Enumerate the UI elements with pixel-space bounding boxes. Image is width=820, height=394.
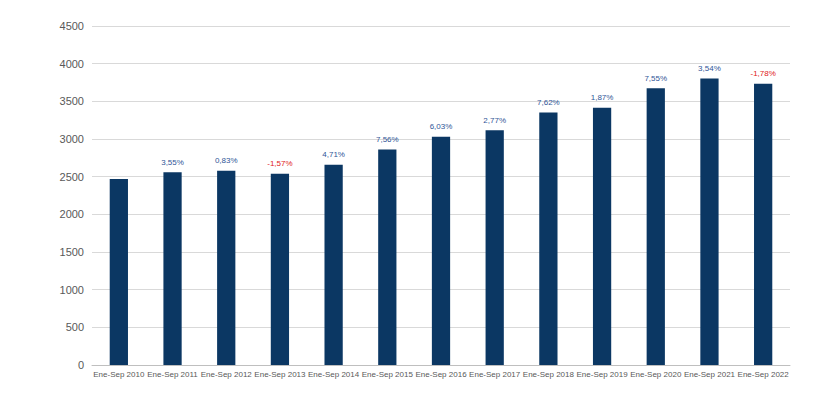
svg-text:Ene-Sep 2021: Ene-Sep 2021	[684, 370, 736, 379]
svg-text:4500: 4500	[60, 20, 84, 32]
svg-text:1,87%: 1,87%	[591, 93, 614, 102]
svg-text:Ene-Sep 2015: Ene-Sep 2015	[362, 370, 414, 379]
svg-text:4000: 4000	[60, 58, 84, 70]
svg-text:1500: 1500	[60, 246, 84, 258]
svg-text:7,56%: 7,56%	[376, 135, 399, 144]
svg-text:Ene-Sep 2018: Ene-Sep 2018	[523, 370, 575, 379]
svg-text:0,83%: 0,83%	[215, 156, 238, 165]
svg-text:Ene-Sep 2011: Ene-Sep 2011	[147, 370, 198, 379]
svg-text:Ene-Sep 2019: Ene-Sep 2019	[576, 370, 628, 379]
svg-text:2,77%: 2,77%	[483, 116, 506, 125]
svg-text:3,55%: 3,55%	[161, 158, 184, 167]
svg-text:7,55%: 7,55%	[644, 74, 667, 83]
svg-text:0: 0	[78, 359, 84, 371]
svg-text:4,71%: 4,71%	[322, 150, 345, 159]
svg-text:Ene-Sep 2022: Ene-Sep 2022	[738, 370, 790, 379]
svg-text:6,03%: 6,03%	[430, 122, 453, 131]
svg-text:Ene-Sep 2013: Ene-Sep 2013	[254, 370, 306, 379]
svg-text:Ene-Sep 2020: Ene-Sep 2020	[630, 370, 682, 379]
svg-text:-1,78%: -1,78%	[750, 69, 775, 78]
svg-text:Ene-Sep 2012: Ene-Sep 2012	[201, 370, 253, 379]
svg-text:7,62%: 7,62%	[537, 98, 560, 107]
svg-text:3500: 3500	[60, 95, 84, 107]
svg-text:-1,57%: -1,57%	[267, 159, 292, 168]
svg-text:500: 500	[66, 321, 84, 333]
svg-text:2500: 2500	[60, 171, 84, 183]
svg-text:3000: 3000	[60, 133, 84, 145]
svg-text:Ene-Sep 2014: Ene-Sep 2014	[308, 370, 360, 379]
svg-text:1000: 1000	[60, 284, 84, 296]
svg-text:Ene-Sep 2010: Ene-Sep 2010	[93, 370, 145, 379]
svg-text:3,54%: 3,54%	[698, 64, 721, 73]
svg-text:Ene-Sep 2017: Ene-Sep 2017	[469, 370, 521, 379]
svg-text:2000: 2000	[60, 208, 84, 220]
svg-text:Ene-Sep 2016: Ene-Sep 2016	[415, 370, 467, 379]
